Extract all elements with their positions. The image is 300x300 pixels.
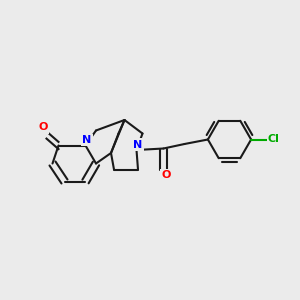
Text: Cl: Cl xyxy=(268,134,280,145)
Text: N: N xyxy=(134,140,142,150)
Text: O: O xyxy=(39,122,48,133)
Text: N: N xyxy=(82,135,91,145)
Text: O: O xyxy=(161,170,171,181)
